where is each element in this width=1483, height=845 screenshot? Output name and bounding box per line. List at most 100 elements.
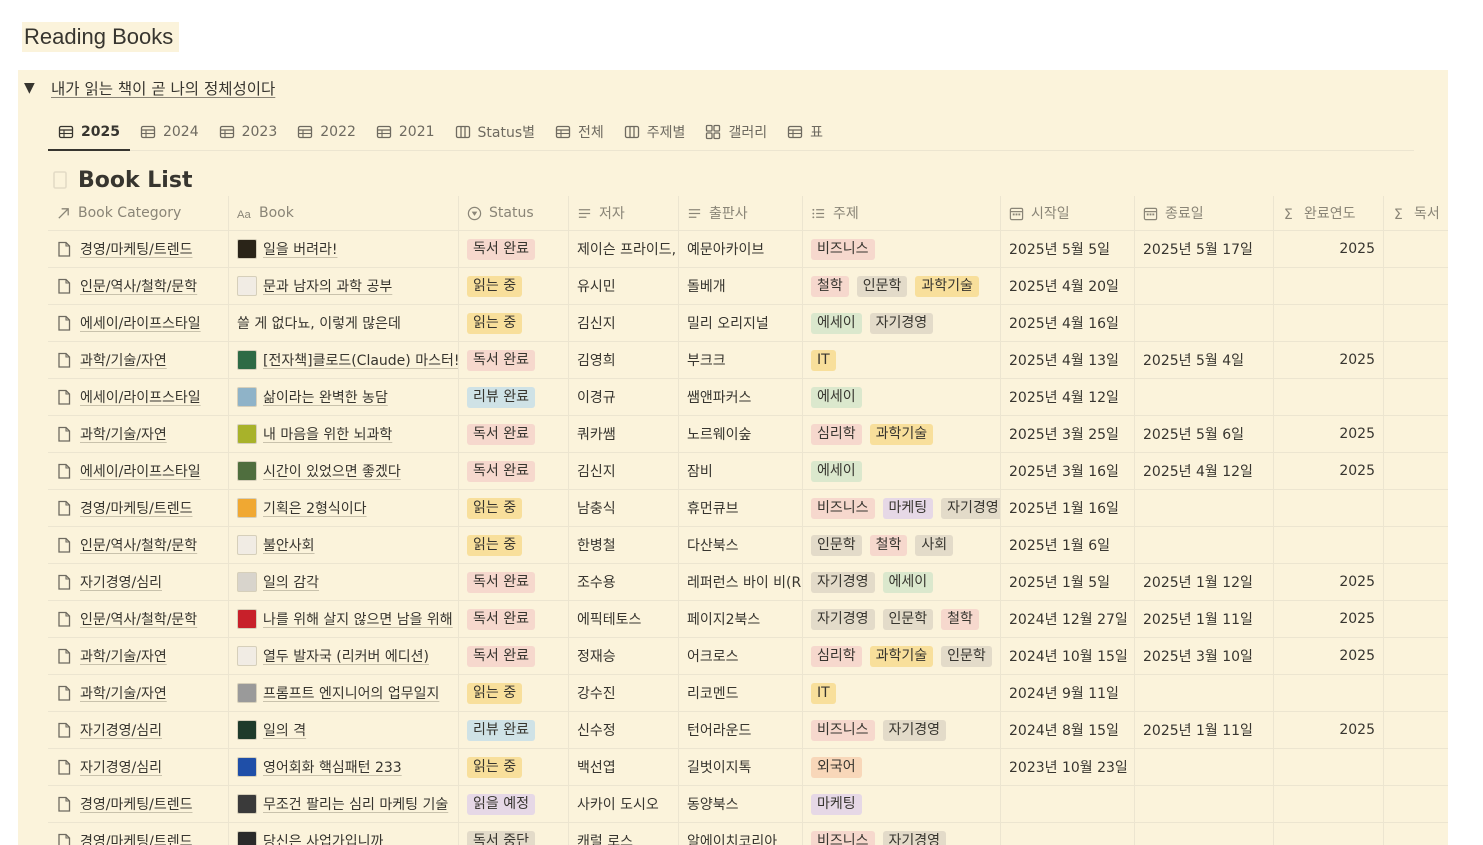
reading-formula-cell[interactable]	[1384, 453, 1448, 489]
book-cell[interactable]: 쓸 게 없다뇨, 이렇게 많은데	[229, 305, 459, 341]
status-cell[interactable]: 읽을 예정	[459, 786, 569, 822]
book-cell[interactable]: 문과 남자의 과학 공부	[229, 268, 459, 304]
table-row[interactable]: 자기경영/심리 영어회화 핵심패턴 233 읽는 중 백선엽 길벗이지톡 외국어 2023년…	[48, 749, 1448, 786]
author-cell[interactable]: 한병철	[569, 527, 679, 563]
start-date-cell[interactable]	[1001, 786, 1135, 822]
category-cell[interactable]: 과학/기술/자연	[48, 342, 229, 378]
book-cell[interactable]: 당신은 사업가입니까	[229, 823, 459, 845]
completion-year-cell[interactable]	[1274, 749, 1384, 785]
table-row[interactable]: 에세이/라이프스타일 시간이 있었으면 좋겠다 독서 완료 김신지 잠비 에세이 2025년…	[48, 453, 1448, 490]
end-date-cell[interactable]	[1135, 786, 1274, 822]
start-date-cell[interactable]: 2025년 1월 5일	[1001, 564, 1135, 600]
topic-cell[interactable]: 비즈니스 자기경영	[803, 712, 1001, 748]
reading-formula-cell[interactable]	[1384, 823, 1448, 845]
table-row[interactable]: 과학/기술/자연 열두 발자국 (리커버 에디션) 독서 완료 정재승 어크로스 심리학 과…	[48, 638, 1448, 675]
topic-cell[interactable]: 에세이	[803, 379, 1001, 415]
completion-year-cell[interactable]	[1274, 527, 1384, 563]
publisher-cell[interactable]: 잠비	[679, 453, 803, 489]
tab-주제별[interactable]: 주제별	[614, 114, 696, 150]
column-header[interactable]: 출판사	[679, 196, 803, 230]
start-date-cell[interactable]: 2024년 9월 11일	[1001, 675, 1135, 711]
table-row[interactable]: 자기경영/심리 일의 감각 독서 완료 조수용 레퍼런스 바이 비(R 자기경영 에세이 20…	[48, 564, 1448, 601]
status-cell[interactable]: 읽는 중	[459, 749, 569, 785]
table-row[interactable]: 과학/기술/자연 내 마음을 위한 뇌과학 독서 완료 쿼카쌤 노르웨이숲 심리학 과학기술…	[48, 416, 1448, 453]
start-date-cell[interactable]: 2024년 10월 15일	[1001, 638, 1135, 674]
completion-year-cell[interactable]	[1274, 379, 1384, 415]
completion-year-cell[interactable]	[1274, 305, 1384, 341]
start-date-cell[interactable]: 2023년 10월 23일	[1001, 749, 1135, 785]
book-cell[interactable]: 프롬프트 엔지니어의 업무일지	[229, 675, 459, 711]
status-cell[interactable]: 읽는 중	[459, 268, 569, 304]
book-cell[interactable]: 일의 격	[229, 712, 459, 748]
reading-formula-cell[interactable]	[1384, 638, 1448, 674]
start-date-cell[interactable]: 2025년 3월 25일	[1001, 416, 1135, 452]
category-cell[interactable]: 경영/마케팅/트렌드	[48, 786, 229, 822]
reading-formula-cell[interactable]	[1384, 564, 1448, 600]
reading-formula-cell[interactable]	[1384, 268, 1448, 304]
author-cell[interactable]: 신수정	[569, 712, 679, 748]
tab-2021[interactable]: 2021	[366, 114, 445, 150]
category-cell[interactable]: 자기경영/심리	[48, 564, 229, 600]
reading-formula-cell[interactable]	[1384, 786, 1448, 822]
book-cell[interactable]: 무조건 팔리는 심리 마케팅 기술	[229, 786, 459, 822]
book-cell[interactable]: 기획은 2형식이다	[229, 490, 459, 526]
status-cell[interactable]: 읽는 중	[459, 305, 569, 341]
publisher-cell[interactable]: 밀리 오리지널	[679, 305, 803, 341]
completion-year-cell[interactable]: 2025	[1274, 342, 1384, 378]
category-cell[interactable]: 과학/기술/자연	[48, 675, 229, 711]
status-cell[interactable]: 읽는 중	[459, 527, 569, 563]
column-header[interactable]: 종료일	[1135, 196, 1274, 230]
author-cell[interactable]: 사카이 도시오	[569, 786, 679, 822]
start-date-cell[interactable]: 2024년 8월 15일	[1001, 712, 1135, 748]
topic-cell[interactable]: 비즈니스 자기경영	[803, 823, 1001, 845]
topic-cell[interactable]: 비즈니스	[803, 231, 1001, 267]
author-cell[interactable]: 이경규	[569, 379, 679, 415]
author-cell[interactable]: 에픽테토스	[569, 601, 679, 637]
status-cell[interactable]: 독서 중단	[459, 823, 569, 845]
topic-cell[interactable]: 자기경영 인문학 철학	[803, 601, 1001, 637]
page-title[interactable]: Reading Books	[22, 22, 180, 52]
publisher-cell[interactable]: 페이지2북스	[679, 601, 803, 637]
completion-year-cell[interactable]	[1274, 490, 1384, 526]
column-header[interactable]: 저자	[569, 196, 679, 230]
status-cell[interactable]: 리뷰 완료	[459, 712, 569, 748]
book-cell[interactable]: 일을 버려라!	[229, 231, 459, 267]
tab-Status별[interactable]: Status별	[445, 114, 546, 150]
end-date-cell[interactable]	[1135, 527, 1274, 563]
table-row[interactable]: 경영/마케팅/트렌드 당신은 사업가입니까 독서 중단 캐럴 로스 알에이치코리아 비즈니…	[48, 823, 1448, 845]
start-date-cell[interactable]: 2025년 4월 12일	[1001, 379, 1135, 415]
publisher-cell[interactable]: 돌베개	[679, 268, 803, 304]
category-cell[interactable]: 과학/기술/자연	[48, 416, 229, 452]
book-cell[interactable]: 영어회화 핵심패턴 233	[229, 749, 459, 785]
reading-formula-cell[interactable]	[1384, 675, 1448, 711]
table-row[interactable]: 과학/기술/자연 프롬프트 엔지니어의 업무일지 읽는 중 강수진 리코멘드 IT 2024…	[48, 675, 1448, 712]
completion-year-cell[interactable]: 2025	[1274, 453, 1384, 489]
publisher-cell[interactable]: 리코멘드	[679, 675, 803, 711]
completion-year-cell[interactable]	[1274, 675, 1384, 711]
reading-formula-cell[interactable]	[1384, 601, 1448, 637]
tab-2023[interactable]: 2023	[209, 114, 288, 150]
category-cell[interactable]: 인문/역사/철학/문학	[48, 527, 229, 563]
end-date-cell[interactable]	[1135, 305, 1274, 341]
completion-year-cell[interactable]: 2025	[1274, 564, 1384, 600]
table-row[interactable]: 경영/마케팅/트렌드 무조건 팔리는 심리 마케팅 기술 읽을 예정 사카이 도시오 동…	[48, 786, 1448, 823]
table-row[interactable]: 에세이/라이프스타일 쓸 게 없다뇨, 이렇게 많은데 읽는 중 김신지 밀리 오리지널…	[48, 305, 1448, 342]
book-cell[interactable]: 열두 발자국 (리커버 에디션)	[229, 638, 459, 674]
author-cell[interactable]: 김신지	[569, 305, 679, 341]
author-cell[interactable]: 정재승	[569, 638, 679, 674]
column-header[interactable]: Book Category	[48, 196, 229, 230]
column-header[interactable]: Σ 독서	[1384, 196, 1448, 230]
end-date-cell[interactable]: 2025년 5월 6일	[1135, 416, 1274, 452]
reading-formula-cell[interactable]	[1384, 527, 1448, 563]
reading-formula-cell[interactable]	[1384, 379, 1448, 415]
table-row[interactable]: 경영/마케팅/트렌드 기획은 2형식이다 읽는 중 남충식 휴먼큐브 비즈니스 마케팅 자기경…	[48, 490, 1448, 527]
publisher-cell[interactable]: 턴어라운드	[679, 712, 803, 748]
reading-formula-cell[interactable]	[1384, 231, 1448, 267]
end-date-cell[interactable]: 2025년 1월 11일	[1135, 601, 1274, 637]
author-cell[interactable]: 김영희	[569, 342, 679, 378]
status-cell[interactable]: 리뷰 완료	[459, 379, 569, 415]
status-cell[interactable]: 독서 완료	[459, 453, 569, 489]
topic-cell[interactable]: 심리학 과학기술	[803, 416, 1001, 452]
column-header[interactable]: Aa Book	[229, 196, 459, 230]
table-row[interactable]: 에세이/라이프스타일 삶이라는 완벽한 농담 리뷰 완료 이경규 쌤앤파커스 에세이 202…	[48, 379, 1448, 416]
